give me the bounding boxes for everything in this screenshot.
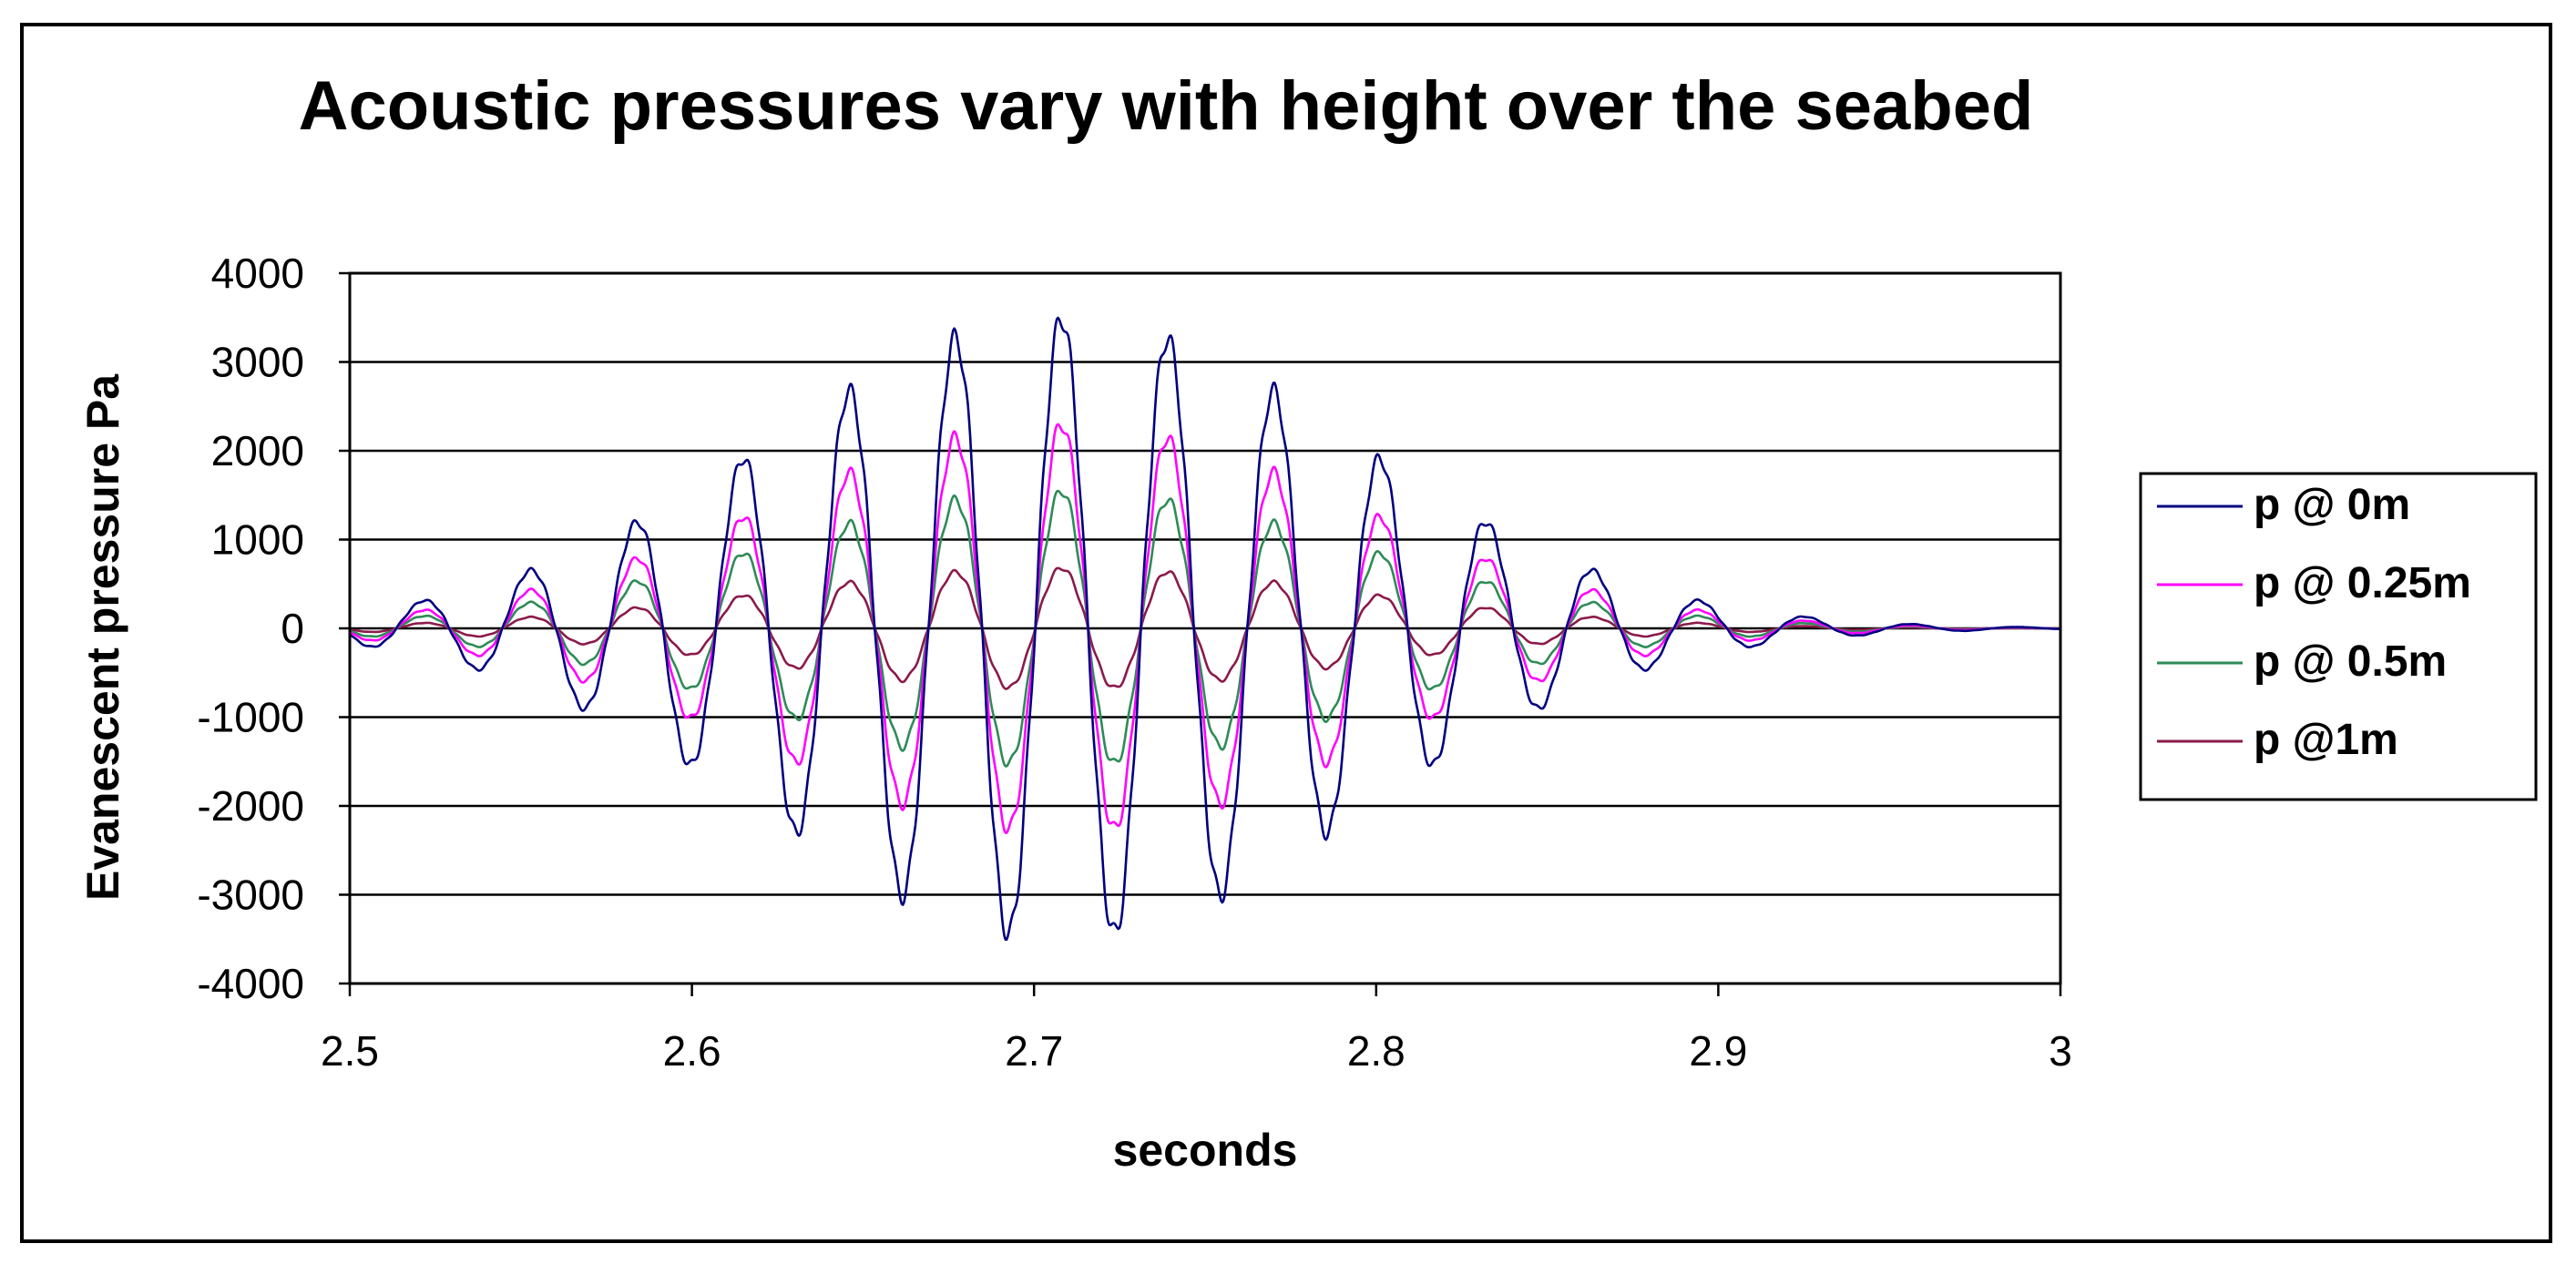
x-axis-ticks: 2.5 2.6 2.7 2.8 2.9 3 <box>321 984 2072 1075</box>
x-tick-label: 2.6 <box>663 1027 721 1075</box>
y-axis-title: Evanescent pressure Pa <box>77 373 128 901</box>
legend: p @ 0m p @ 0.25m p @ 0.5m p @1m <box>2139 472 2538 801</box>
y-tick-label: -4000 <box>197 960 304 1007</box>
chart-title: Acoustic pressures vary with height over… <box>299 67 2034 145</box>
y-tick-label: -2000 <box>197 782 304 830</box>
legend-label: p @ 0m <box>2254 481 2410 529</box>
y-axis-ticks: 4000 3000 2000 1000 0 -1000 -2000 -3000 -4000 <box>197 250 350 1007</box>
series-lines <box>349 316 2060 942</box>
series-line-0 <box>349 316 2060 942</box>
y-tick-label: -3000 <box>197 872 304 919</box>
chart-frame <box>20 23 2552 1243</box>
legend-label: p @1m <box>2254 716 2398 764</box>
y-tick-label: 0 <box>281 605 304 652</box>
legend-box <box>2139 472 2538 801</box>
x-tick-label: 2.9 <box>1689 1027 1747 1075</box>
x-axis-title: seconds <box>1113 1125 1298 1176</box>
legend-label: p @ 0.5m <box>2254 637 2447 686</box>
legend-label: p @ 0.25m <box>2254 559 2471 607</box>
y-tick-label: 4000 <box>211 250 304 297</box>
y-tick-label: -1000 <box>197 694 304 741</box>
gridlines <box>350 271 2060 985</box>
y-tick-label: 3000 <box>211 339 304 386</box>
x-tick-label: 2.8 <box>1347 1027 1406 1075</box>
x-tick-label: 2.7 <box>1005 1027 1063 1075</box>
y-tick-label: 2000 <box>211 427 304 474</box>
x-tick-label: 3 <box>2049 1027 2072 1075</box>
y-tick-label: 1000 <box>211 516 304 564</box>
x-tick-label: 2.5 <box>321 1027 379 1075</box>
